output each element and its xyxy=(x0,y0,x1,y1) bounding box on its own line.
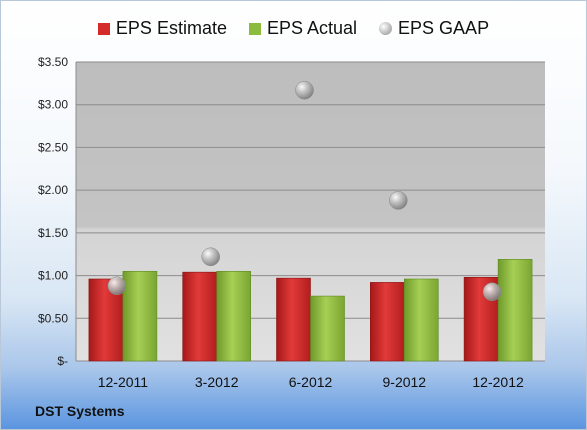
legend-label-actual: EPS Actual xyxy=(266,18,358,38)
chart-legend: EPS Estimate EPS Actual EPS GAAP xyxy=(1,18,586,39)
point-eps-gaap xyxy=(201,247,220,267)
legend-item-eps-estimate: EPS Estimate xyxy=(97,18,227,39)
bar-eps-estimate xyxy=(182,271,217,362)
plot-area-svg: $- $0.50 $1.00 $1.50 $2.00 $2.50 $3.00 $3.50 12… xyxy=(38,55,545,390)
y-tick-label: $2.50 xyxy=(38,140,68,154)
legend-label-estimate: EPS Estimate xyxy=(115,18,227,38)
bar-eps-actual xyxy=(216,270,251,362)
x-tick-label: 9-2012 xyxy=(383,374,427,390)
legend-item-eps-actual: EPS Actual xyxy=(248,18,358,39)
bar-eps-actual xyxy=(403,278,439,362)
x-tick-label: 6-2012 xyxy=(289,374,333,390)
y-tick-label: $1.50 xyxy=(38,226,68,240)
company-name: DST Systems xyxy=(35,403,125,419)
bar-eps-estimate xyxy=(369,282,405,362)
point-eps-gaap xyxy=(389,191,408,210)
y-tick-label: $0.50 xyxy=(38,311,68,325)
legend-swatch-actual xyxy=(248,22,261,35)
bar-eps-actual xyxy=(497,259,533,362)
bar-eps-estimate xyxy=(276,277,311,362)
bar-eps-actual xyxy=(122,270,158,362)
x-tick-label: 12-2011 xyxy=(98,374,149,390)
x-tick-label: 3-2012 xyxy=(195,374,239,390)
y-tick-label: $2.00 xyxy=(38,183,68,197)
legend-swatch-gaap xyxy=(379,22,393,35)
point-eps-gaap xyxy=(295,80,314,100)
y-tick-label: $1.00 xyxy=(38,269,68,283)
legend-swatch-estimate xyxy=(97,22,110,35)
y-tick-label: $3.00 xyxy=(38,98,68,112)
y-tick-label: $3.50 xyxy=(38,55,68,69)
legend-label-gaap: EPS GAAP xyxy=(398,18,490,38)
x-tick-label: 12-2012 xyxy=(472,374,524,390)
point-eps-gaap xyxy=(107,276,127,296)
legend-item-eps-gaap: EPS GAAP xyxy=(379,18,489,39)
bar-eps-actual xyxy=(310,295,345,362)
y-tick-label: $- xyxy=(57,354,68,368)
point-eps-gaap xyxy=(482,282,502,302)
